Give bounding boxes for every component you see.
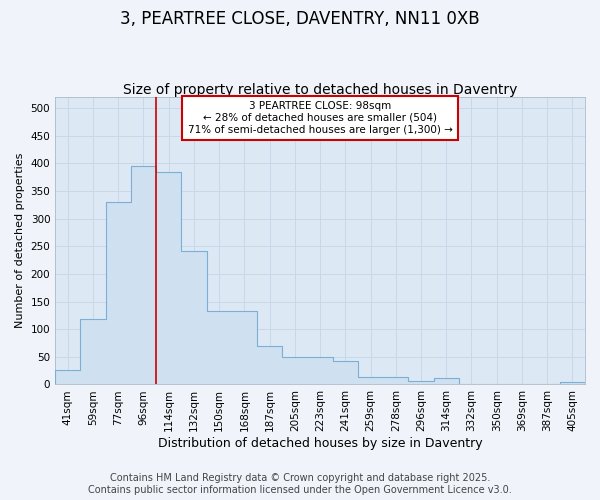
Bar <box>358 376 383 384</box>
Bar <box>206 311 232 384</box>
X-axis label: Distribution of detached houses by size in Daventry: Distribution of detached houses by size … <box>158 437 482 450</box>
Bar <box>434 378 459 384</box>
Y-axis label: Number of detached properties: Number of detached properties <box>15 153 25 328</box>
Bar <box>55 370 80 384</box>
Bar <box>409 380 434 384</box>
Bar <box>181 251 206 384</box>
Bar <box>282 357 307 384</box>
Bar <box>232 312 257 384</box>
Bar <box>257 346 282 385</box>
Bar <box>106 202 131 384</box>
Title: Size of property relative to detached houses in Daventry: Size of property relative to detached ho… <box>123 83 517 97</box>
Bar <box>156 172 181 384</box>
Bar <box>560 382 585 384</box>
Text: Contains HM Land Registry data © Crown copyright and database right 2025.
Contai: Contains HM Land Registry data © Crown c… <box>88 474 512 495</box>
Bar <box>332 360 358 384</box>
Text: 3 PEARTREE CLOSE: 98sqm
← 28% of detached houses are smaller (504)
71% of semi-d: 3 PEARTREE CLOSE: 98sqm ← 28% of detache… <box>188 102 452 134</box>
Bar <box>383 376 409 384</box>
Bar <box>307 357 332 384</box>
Text: 3, PEARTREE CLOSE, DAVENTRY, NN11 0XB: 3, PEARTREE CLOSE, DAVENTRY, NN11 0XB <box>120 10 480 28</box>
Bar <box>80 319 106 384</box>
Bar <box>131 166 156 384</box>
